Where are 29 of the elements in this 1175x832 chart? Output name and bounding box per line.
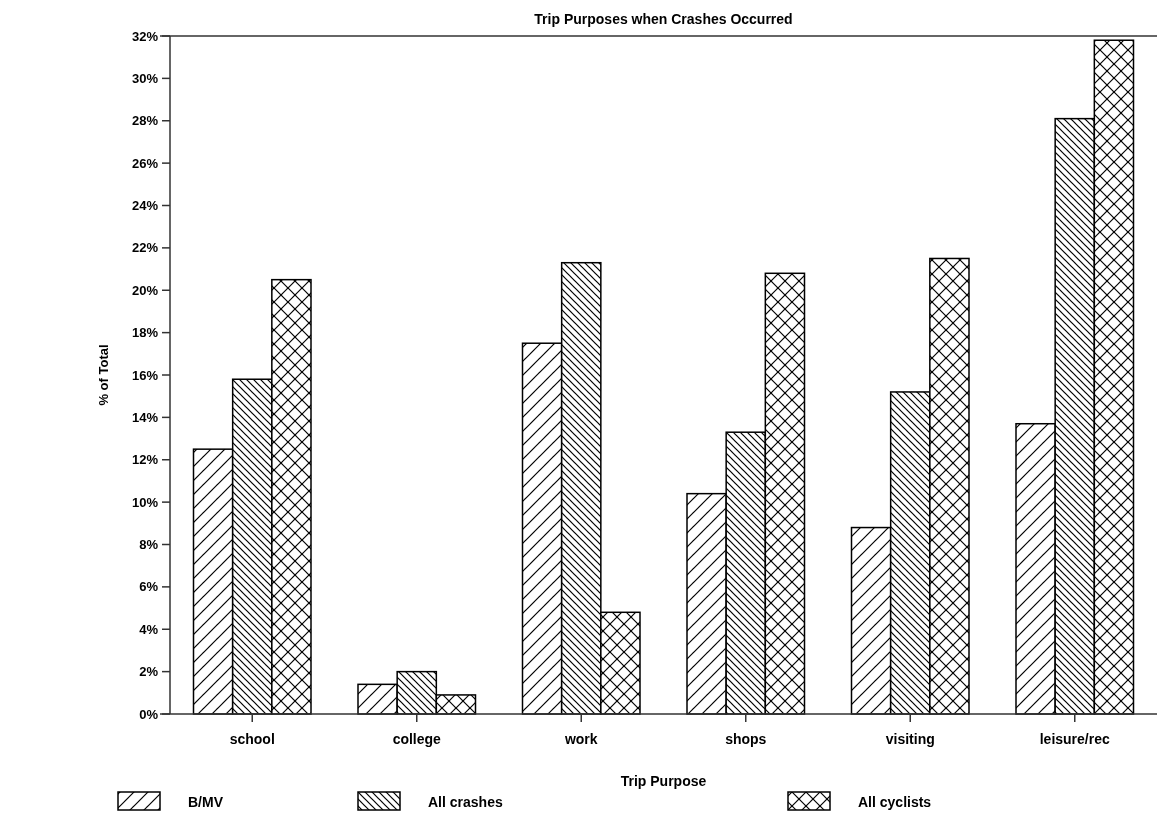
y-axis-title: % of Total — [96, 344, 111, 406]
x-tick-label: college — [392, 731, 442, 747]
y-tick-label: 4% — [139, 621, 159, 637]
y-tick-label: 12% — [131, 452, 159, 468]
y-tick-label: 14% — [131, 409, 159, 425]
x-tick-label: shops — [725, 731, 767, 747]
y-tick-label: 6% — [139, 579, 159, 595]
y-tick-label: 10% — [131, 494, 159, 510]
y-tick-label: 2% — [139, 664, 159, 680]
y-tick-label: 18% — [131, 325, 159, 341]
legend-label: B/MV — [188, 793, 224, 810]
chart-title: Trip Purposes when Crashes Occurred — [534, 11, 793, 27]
x-tick-label: visiting — [885, 731, 935, 747]
y-tick-label: 28% — [131, 113, 159, 129]
legend-label: All cyclists — [858, 793, 932, 810]
y-tick-label: 20% — [131, 282, 159, 298]
y-tick-label: 30% — [131, 70, 159, 86]
x-tick-label: leisure/rec — [1039, 731, 1110, 747]
y-tick-label: 16% — [131, 367, 159, 383]
y-tick-label: 0% — [139, 706, 159, 722]
y-tick-label: 22% — [131, 240, 159, 256]
x-tick-label: school — [229, 731, 275, 747]
legend-label: All crashes — [428, 793, 503, 810]
y-tick-label: 24% — [131, 198, 159, 214]
x-axis-title: Trip Purpose — [620, 773, 707, 789]
y-tick-label: 8% — [139, 537, 159, 553]
y-tick-label: 32% — [131, 28, 159, 44]
y-tick-label: 26% — [131, 155, 159, 171]
x-tick-label: work — [563, 731, 598, 747]
